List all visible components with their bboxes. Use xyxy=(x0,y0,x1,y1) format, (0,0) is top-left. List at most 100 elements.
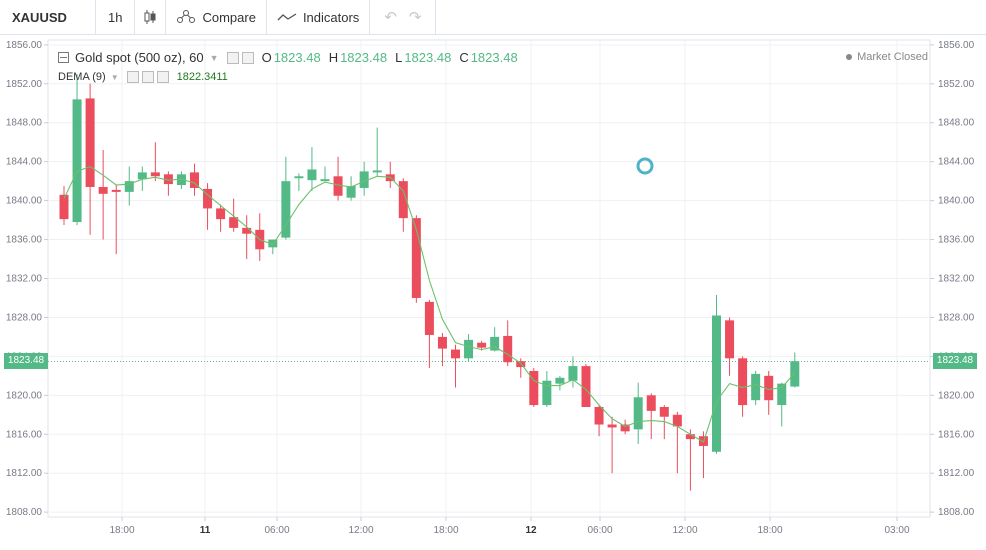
candle-body xyxy=(594,406,604,425)
candle-body xyxy=(516,361,526,368)
compare-button[interactable]: Compare xyxy=(166,0,267,35)
series-legend: Gold spot (500 oz), 60 ▼ O 1823.48 H 182… xyxy=(58,50,518,65)
candle-body xyxy=(216,208,226,220)
candle-body xyxy=(346,186,356,198)
series-settings-icon[interactable] xyxy=(226,51,239,64)
y-tick-label-right: 1832.00 xyxy=(938,274,975,285)
close-label: C xyxy=(459,50,469,65)
candle-body xyxy=(725,320,735,359)
symbol-search-button[interactable]: XAUUSD xyxy=(0,0,96,35)
candle-body xyxy=(203,188,213,209)
low-value: 1823.48 xyxy=(404,50,452,65)
high-value: 1823.48 xyxy=(340,50,388,65)
candle-body xyxy=(685,434,695,440)
y-tick-label-left: 1844.00 xyxy=(6,157,43,168)
collapse-legend-icon[interactable] xyxy=(58,52,69,63)
candle-body xyxy=(790,361,800,387)
y-tick-label-right: 1844.00 xyxy=(938,157,975,168)
candle-body xyxy=(477,342,487,348)
undo-icon[interactable]: ↶ xyxy=(384,9,397,26)
indicator-legend: DEMA (9) ▼ 1822.3411 xyxy=(58,71,228,83)
candle-body xyxy=(503,335,513,363)
candles-icon xyxy=(144,10,156,24)
y-tick-label-right: 1808.00 xyxy=(938,507,975,518)
y-tick-label-right: 1836.00 xyxy=(938,235,975,246)
indicator-remove-icon[interactable] xyxy=(156,71,169,83)
candle-body xyxy=(568,366,578,381)
series-title: Gold spot (500 oz), 60 xyxy=(75,50,204,65)
indicator-title: DEMA (9) xyxy=(58,71,106,83)
y-tick-label-right: 1852.00 xyxy=(938,79,975,90)
candle-body xyxy=(777,383,787,406)
series-hide-icon[interactable] xyxy=(241,51,254,64)
redo-icon[interactable]: ↷ xyxy=(408,9,422,26)
x-tick-label: 06:00 xyxy=(264,525,289,536)
top-toolbar: XAUUSD 1h Compare Indicators ↶ ↷ xyxy=(0,0,986,35)
candle-body xyxy=(620,424,630,432)
low-label: L xyxy=(395,50,403,65)
indicator-menu-icon[interactable]: ▼ xyxy=(110,72,119,82)
chart-style-button[interactable] xyxy=(135,0,167,35)
candle-body xyxy=(672,414,682,427)
candle-body xyxy=(98,186,108,194)
x-tick-label: 12:00 xyxy=(348,525,373,536)
y-tick-label-left: 1852.00 xyxy=(6,79,43,90)
candle-body xyxy=(581,366,591,407)
y-tick-label-left: 1856.00 xyxy=(6,40,43,51)
y-tick-label-right: 1820.00 xyxy=(938,390,975,401)
y-tick-label-left: 1820.00 xyxy=(6,390,43,401)
y-tick-label-right: 1828.00 xyxy=(938,312,975,323)
candle-body xyxy=(451,349,460,359)
candle-body xyxy=(607,424,617,428)
y-tick-label-right: 1856.00 xyxy=(938,40,975,51)
candle-body xyxy=(124,181,134,192)
candle-body xyxy=(764,375,774,401)
candle-body xyxy=(464,339,474,359)
y-tick-label-left: 1828.00 xyxy=(6,312,43,323)
x-tick-label: 12:00 xyxy=(672,525,697,536)
candle-body xyxy=(163,174,173,185)
open-value: 1823.48 xyxy=(273,50,321,65)
indicator-value: 1822.3411 xyxy=(176,71,228,83)
candle-body xyxy=(320,179,330,182)
chart-area[interactable]: 1856.00 1856.00 1852.00 1852.00 1848.00 1848.… xyxy=(0,35,986,545)
indicators-button[interactable]: Indicators xyxy=(267,0,371,35)
candle-body xyxy=(85,98,95,187)
candle-body xyxy=(72,99,82,223)
x-tick-label: 12 xyxy=(525,525,537,536)
candle-body xyxy=(424,301,434,335)
candle-body xyxy=(437,336,447,349)
candle-body xyxy=(646,395,656,411)
candle-body xyxy=(59,194,69,220)
candle-body xyxy=(150,172,160,177)
candle-body xyxy=(137,172,147,180)
high-label: H xyxy=(328,50,339,65)
loading-spinner-icon xyxy=(636,157,654,175)
x-tick-label: 03:00 xyxy=(884,525,909,536)
y-tick-label-right: 1840.00 xyxy=(938,196,975,207)
interval-button[interactable]: 1h xyxy=(96,0,136,35)
x-tick-label: 06:00 xyxy=(587,525,612,536)
x-tick-label: 18:00 xyxy=(109,525,134,536)
open-label: O xyxy=(261,50,272,65)
indicator-settings-icon[interactable] xyxy=(141,71,154,83)
candle-body xyxy=(542,380,552,406)
dema-line xyxy=(63,165,796,443)
candle-body xyxy=(359,171,369,188)
y-tick-label-right: 1816.00 xyxy=(938,429,975,440)
indicator-hide-icon[interactable] xyxy=(126,71,139,83)
y-tick-label-right: 1812.00 xyxy=(938,468,975,479)
series-menu-icon[interactable]: ▼ xyxy=(209,52,219,63)
y-tick-label-right: 1848.00 xyxy=(938,118,975,129)
candle-body xyxy=(229,217,239,228)
candle-body xyxy=(529,370,539,406)
candle-body xyxy=(751,373,761,401)
candle-body xyxy=(712,315,721,452)
symbol-label: XAUUSD xyxy=(12,9,67,25)
candle-body xyxy=(242,227,252,234)
candle-body xyxy=(307,169,317,181)
candle-body xyxy=(281,181,291,238)
y-tick-label-left: 1808.00 xyxy=(6,507,43,518)
y-tick-label-left: 1836.00 xyxy=(6,235,43,246)
price-chart[interactable]: 1856.00 1856.00 1852.00 1852.00 1848.00 1848.… xyxy=(0,35,986,545)
